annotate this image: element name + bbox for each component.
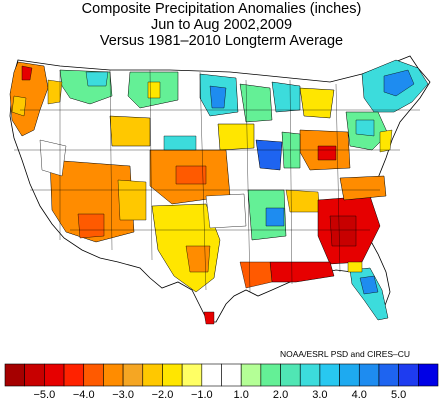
region-wy-yellow bbox=[109, 115, 151, 147]
region-wa-red bbox=[21, 65, 33, 81]
colorbar-cell bbox=[24, 363, 45, 387]
colorbar-ticks: −5.0 −4.0 −3.0 −2.0 −1.0 1.0 2.0 3.0 4.0 5.0 bbox=[34, 389, 407, 400]
region-gulf-orange bbox=[239, 261, 273, 289]
colorbar-tick-label: 2.0 bbox=[273, 389, 288, 400]
region-montana-cyan bbox=[85, 71, 109, 87]
colorbar-cell bbox=[358, 363, 380, 387]
colorbar-cell bbox=[142, 363, 163, 387]
map-baseline: Versus 1981–2010 Longterm Average bbox=[99, 33, 344, 49]
colorbar-cell bbox=[240, 363, 262, 387]
colorbar-cell bbox=[260, 363, 281, 387]
region-fl-blue bbox=[359, 275, 379, 295]
colorbar-cell bbox=[299, 363, 321, 387]
region-il-blue bbox=[255, 139, 283, 171]
colorbar-tick-label: 5.0 bbox=[391, 389, 406, 400]
colorbar-cell bbox=[4, 363, 25, 387]
region-pacific-nw bbox=[9, 61, 49, 137]
region-ar-blue bbox=[265, 207, 285, 227]
region-ga-deep bbox=[329, 215, 357, 247]
colorbar-cell bbox=[162, 363, 183, 387]
colorbar-cell bbox=[221, 363, 242, 387]
region-or-yellow bbox=[11, 95, 27, 117]
colorbar-tick-label: −4.0 bbox=[73, 389, 95, 400]
colorbar-cell bbox=[319, 363, 340, 387]
region-nv-white bbox=[39, 139, 67, 177]
colorbar-cell bbox=[181, 363, 203, 387]
region-ohio-red bbox=[317, 145, 337, 161]
colorbar-tick-label: −1.0 bbox=[191, 389, 213, 400]
colorbar-tick-label: −5.0 bbox=[34, 389, 56, 400]
region-ne-yellow bbox=[299, 87, 335, 119]
region-ne-blue bbox=[383, 69, 415, 97]
region-tx-red bbox=[203, 311, 215, 325]
colorbar-cell bbox=[63, 363, 85, 387]
colorbar-tick-label: 4.0 bbox=[352, 389, 367, 400]
colorbar-cell bbox=[83, 363, 104, 387]
region-florida bbox=[349, 267, 389, 321]
colorbar-cell bbox=[339, 363, 360, 387]
region-nd-yellow bbox=[147, 81, 161, 99]
region-ks-red bbox=[175, 165, 207, 185]
colorbar-cell bbox=[201, 363, 222, 387]
region-tx-orange bbox=[185, 245, 211, 273]
region-iowa-yellow bbox=[217, 123, 255, 151]
region-southwest bbox=[49, 159, 135, 243]
region-wi-green bbox=[239, 83, 273, 123]
region-mn-deep bbox=[209, 85, 227, 109]
map-period: Jun to Aug 2002,2009 bbox=[150, 17, 293, 33]
region-ok-white bbox=[205, 193, 247, 229]
colorbar-tick-label: −2.0 bbox=[152, 389, 174, 400]
colorbar-cell bbox=[122, 363, 144, 387]
colorbar-cells bbox=[4, 363, 439, 387]
colorbar-cell bbox=[398, 363, 419, 387]
region-fl-yellow bbox=[347, 261, 363, 273]
map-title: Composite Precipitation Anomalies (inche… bbox=[81, 1, 362, 17]
colorbar-cell bbox=[378, 363, 399, 387]
colorbar-cell bbox=[418, 363, 439, 387]
region-carolina-orange bbox=[339, 175, 387, 201]
data-credit: NOAA/ESRL PSD and CIRES–CU bbox=[280, 349, 411, 359]
precipitation-anomaly-map bbox=[9, 55, 431, 325]
colorbar-cell bbox=[103, 363, 124, 387]
colorbar-cell bbox=[44, 363, 65, 387]
colorbar-cell bbox=[280, 363, 301, 387]
colorbar-tick-label: −3.0 bbox=[112, 389, 134, 400]
colorbar-tick-label: 3.0 bbox=[312, 389, 327, 400]
colorbar-tick-label: 1.0 bbox=[234, 389, 249, 400]
region-pa-cyan bbox=[355, 119, 375, 137]
division-boundaries bbox=[14, 69, 420, 293]
